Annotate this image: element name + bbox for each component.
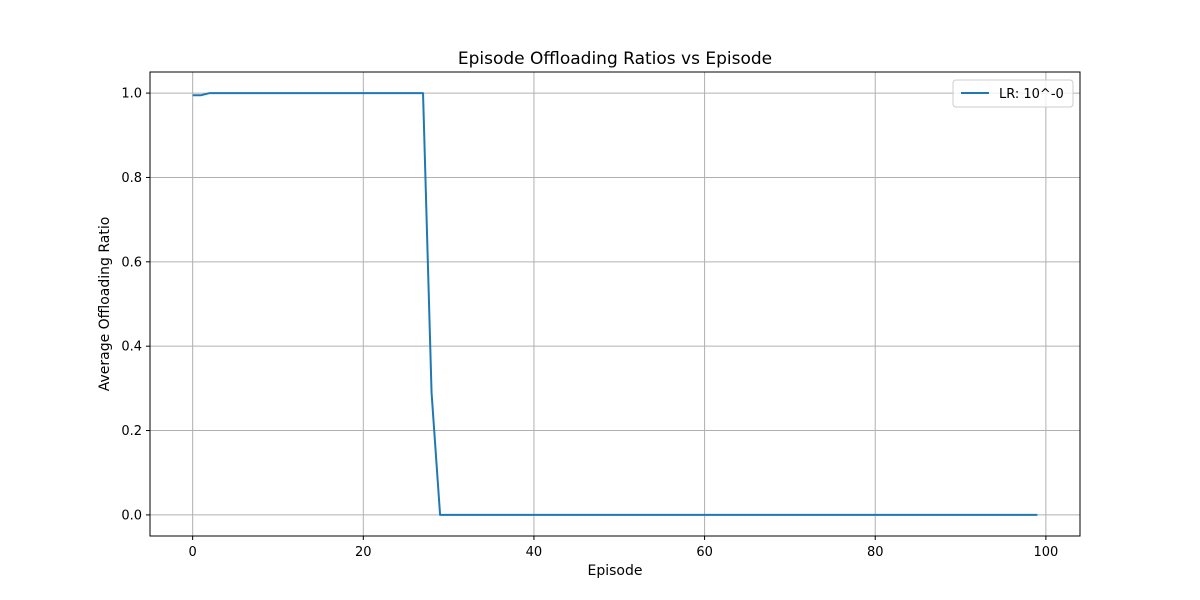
x-tick-label: 80	[867, 545, 884, 560]
chart-title: Episode Offloading Ratios vs Episode	[458, 49, 772, 69]
legend-label: LR: 10^-0	[999, 87, 1064, 102]
y-tick-label: 0.0	[121, 508, 142, 523]
y-tick-label: 0.8	[121, 171, 142, 186]
x-axis-label: Episode	[588, 563, 643, 579]
x-tick-label: 20	[355, 545, 372, 560]
x-tick-label: 0	[189, 545, 197, 560]
legend: LR: 10^-0	[952, 79, 1074, 108]
x-tick-label: 100	[1033, 545, 1058, 560]
legend-box	[952, 79, 1074, 108]
y-tick-label: 0.4	[121, 340, 142, 355]
x-tick-label: 40	[526, 545, 543, 560]
plot-frame	[149, 71, 1081, 537]
series-layer	[192, 92, 1038, 516]
ticks: 0 20 40 60 80 100 0.0 0.2 0.4 0.6 0.8 1.0	[121, 87, 1058, 560]
y-axis-label: Average Offloading Ratio	[97, 217, 113, 392]
series-line	[192, 92, 1038, 516]
y-tick-label: 0.6	[121, 255, 142, 270]
x-tick-label: 60	[696, 545, 713, 560]
y-tick-label: 0.2	[121, 424, 142, 439]
y-tick-label: 1.0	[121, 87, 142, 102]
